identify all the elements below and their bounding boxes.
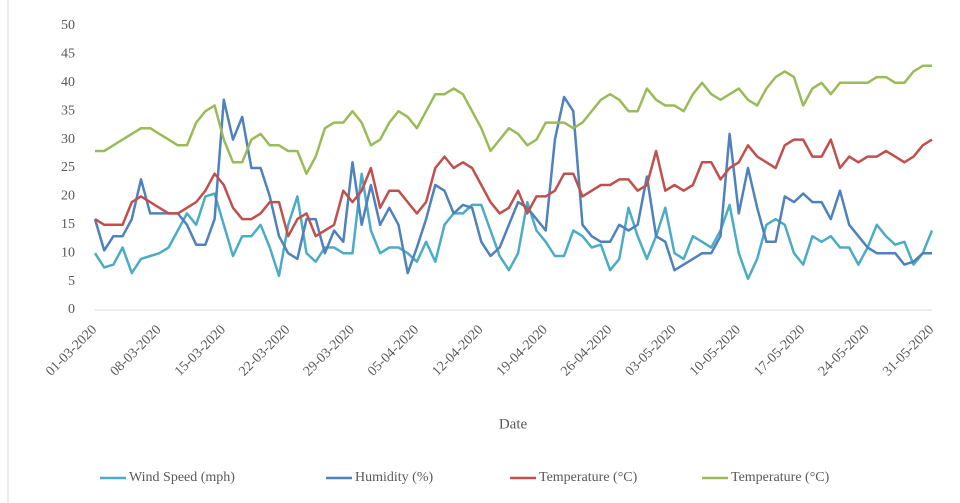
x-tick-label: 10-05-2020: [687, 322, 744, 379]
legend-label: Temperature (°C): [539, 470, 638, 485]
x-tick-label: 01-03-2020: [43, 322, 100, 379]
y-tick-label: 30: [61, 132, 75, 147]
x-tick-label: 03-05-2020: [623, 322, 680, 379]
x-tick-label: 24-05-2020: [816, 322, 873, 379]
legend-label: Wind Speed (mph): [129, 470, 235, 485]
legend-label: Humidity (%): [355, 470, 433, 485]
x-tick-label: 22-03-2020: [236, 322, 293, 379]
legend-label: Temperature (°C): [731, 470, 830, 485]
x-tick-label: 17-05-2020: [752, 322, 809, 379]
x-tick-label: 08-03-2020: [108, 322, 165, 379]
y-tick-label: 25: [61, 160, 75, 175]
x-tick-label: 05-04-2020: [365, 322, 422, 379]
y-tick-label: 5: [68, 274, 75, 289]
x-axis-title: Date: [499, 416, 528, 432]
y-tick-label: 50: [61, 18, 75, 33]
series-line: [94, 138, 933, 238]
x-tick-label: 29-03-2020: [301, 322, 358, 379]
series-line: [93, 95, 932, 275]
x-tick-label: 12-04-2020: [430, 322, 487, 379]
y-tick-label: 40: [61, 75, 75, 90]
x-tick-label: 26-04-2020: [558, 322, 615, 379]
series-line: [95, 64, 932, 175]
y-tick-label: 20: [61, 189, 75, 204]
y-tick-label: 35: [61, 103, 75, 118]
y-tick-label: 15: [61, 217, 75, 232]
y-tick-label: 10: [61, 245, 75, 260]
x-tick-label: 19-04-2020: [494, 322, 551, 379]
x-tick-label: 31-05-2020: [880, 322, 937, 379]
y-tick-label: 0: [68, 302, 75, 317]
x-tick-label: 15-03-2020: [172, 322, 229, 379]
series-line: [93, 172, 934, 281]
y-tick-label: 45: [61, 47, 75, 62]
